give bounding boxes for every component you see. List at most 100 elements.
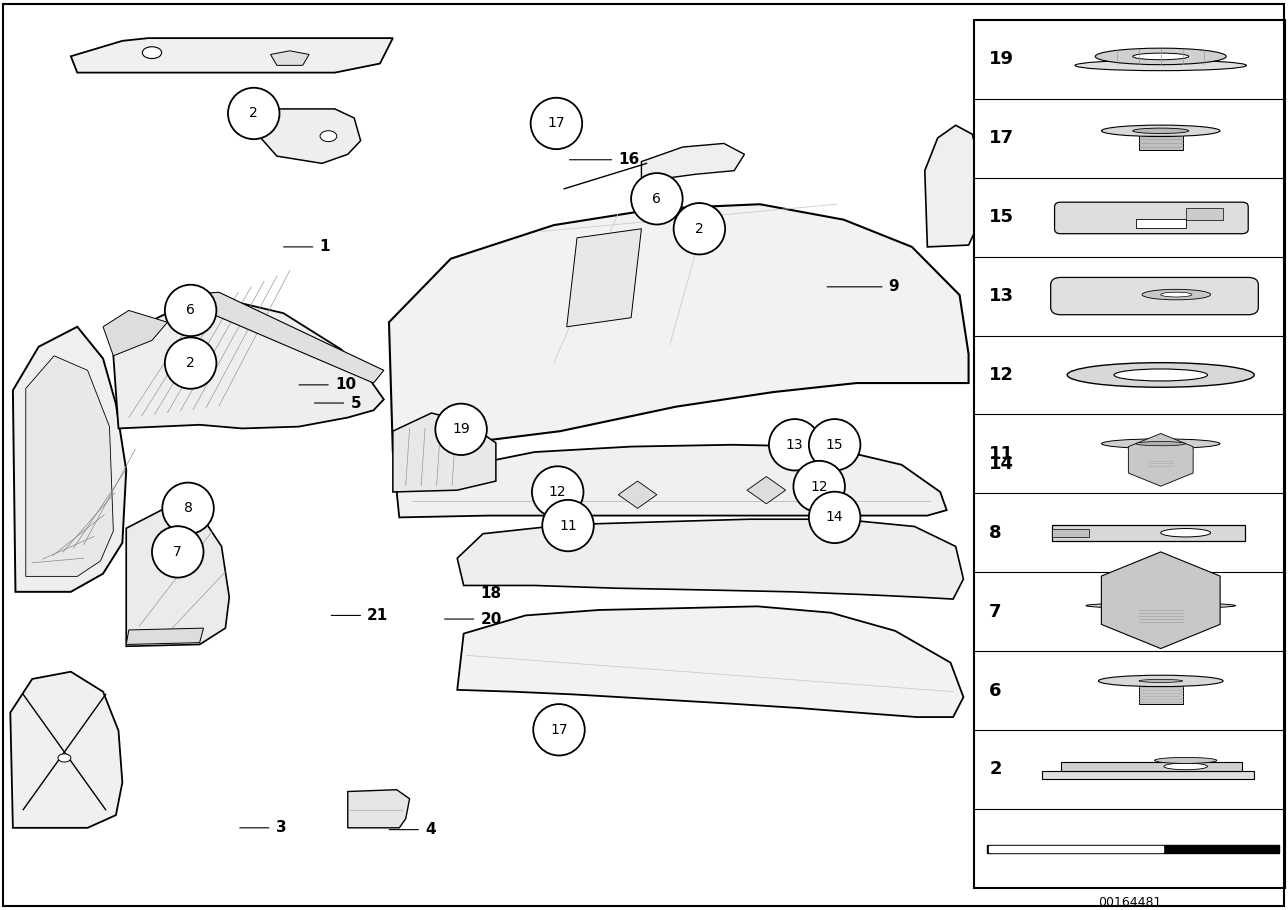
Polygon shape	[10, 672, 122, 828]
FancyBboxPatch shape	[1139, 681, 1182, 704]
Polygon shape	[13, 327, 126, 592]
FancyBboxPatch shape	[1051, 278, 1258, 315]
Ellipse shape	[1164, 763, 1207, 770]
Polygon shape	[126, 628, 204, 644]
Ellipse shape	[1136, 441, 1186, 446]
Text: 00164481: 00164481	[1097, 895, 1162, 909]
Text: 2: 2	[696, 222, 703, 236]
Text: 8: 8	[989, 524, 1002, 541]
Polygon shape	[103, 310, 167, 356]
Text: 16: 16	[618, 152, 639, 167]
Text: 13: 13	[989, 287, 1014, 305]
Ellipse shape	[542, 500, 594, 551]
FancyBboxPatch shape	[1051, 525, 1245, 541]
Ellipse shape	[1086, 603, 1235, 608]
Polygon shape	[457, 606, 963, 717]
Polygon shape	[641, 144, 744, 181]
FancyBboxPatch shape	[1139, 130, 1182, 149]
Ellipse shape	[1160, 529, 1211, 537]
Text: 17: 17	[547, 116, 565, 130]
Polygon shape	[987, 844, 1279, 853]
FancyBboxPatch shape	[1055, 202, 1248, 234]
Text: 2: 2	[187, 356, 194, 370]
Ellipse shape	[1114, 369, 1207, 381]
Ellipse shape	[162, 482, 214, 534]
Text: 10: 10	[335, 378, 355, 392]
Text: 3: 3	[276, 820, 286, 835]
Polygon shape	[258, 109, 361, 164]
Ellipse shape	[631, 173, 683, 225]
Text: 18: 18	[480, 586, 501, 602]
Ellipse shape	[809, 420, 860, 470]
Polygon shape	[618, 481, 657, 509]
Polygon shape	[26, 356, 113, 576]
Ellipse shape	[1132, 128, 1189, 134]
Text: 17: 17	[989, 129, 1014, 147]
Ellipse shape	[1095, 48, 1226, 65]
Ellipse shape	[1142, 289, 1211, 299]
Polygon shape	[567, 228, 641, 327]
Text: 11: 11	[559, 519, 577, 532]
Polygon shape	[270, 51, 309, 66]
Ellipse shape	[793, 460, 845, 512]
Text: 11: 11	[989, 445, 1014, 463]
Polygon shape	[348, 790, 410, 828]
Text: 6: 6	[653, 192, 661, 206]
Ellipse shape	[435, 404, 487, 455]
FancyBboxPatch shape	[1139, 606, 1182, 624]
Text: 6: 6	[989, 682, 1002, 700]
Polygon shape	[191, 292, 384, 383]
Polygon shape	[976, 173, 1007, 228]
Ellipse shape	[1160, 292, 1191, 297]
Text: 13: 13	[786, 438, 804, 451]
Ellipse shape	[152, 526, 204, 578]
Ellipse shape	[1101, 439, 1220, 449]
Text: 14: 14	[989, 455, 1014, 473]
Ellipse shape	[165, 285, 216, 336]
FancyBboxPatch shape	[1142, 443, 1180, 450]
FancyBboxPatch shape	[1051, 529, 1090, 537]
Polygon shape	[747, 477, 786, 504]
Ellipse shape	[58, 753, 71, 762]
Ellipse shape	[319, 131, 337, 142]
Polygon shape	[126, 509, 229, 646]
Ellipse shape	[1075, 60, 1247, 71]
Text: 4: 4	[425, 822, 435, 837]
Ellipse shape	[1154, 757, 1217, 763]
Polygon shape	[397, 445, 947, 518]
Text: 19: 19	[452, 422, 470, 436]
Text: 12: 12	[989, 366, 1014, 384]
Ellipse shape	[1132, 53, 1189, 60]
Ellipse shape	[769, 420, 820, 470]
Ellipse shape	[165, 338, 216, 389]
Ellipse shape	[674, 203, 725, 255]
Text: 19: 19	[989, 50, 1014, 68]
Text: 1: 1	[319, 239, 330, 255]
Text: 12: 12	[549, 485, 567, 499]
FancyBboxPatch shape	[1149, 460, 1173, 468]
Ellipse shape	[1101, 125, 1220, 136]
Polygon shape	[989, 845, 1163, 852]
Ellipse shape	[1099, 675, 1224, 687]
Text: 9: 9	[889, 279, 899, 294]
Ellipse shape	[142, 46, 162, 58]
Polygon shape	[457, 520, 963, 599]
Polygon shape	[389, 204, 969, 452]
Polygon shape	[113, 299, 384, 429]
Ellipse shape	[533, 704, 585, 755]
Text: 2: 2	[250, 106, 258, 120]
Text: 2: 2	[989, 761, 1002, 778]
Text: 21: 21	[367, 608, 388, 623]
Ellipse shape	[1139, 680, 1182, 682]
FancyBboxPatch shape	[1186, 207, 1224, 220]
Ellipse shape	[228, 87, 279, 139]
Text: 17: 17	[550, 723, 568, 737]
Text: 14: 14	[826, 511, 844, 524]
Ellipse shape	[809, 491, 860, 543]
Text: 20: 20	[480, 612, 502, 627]
Text: 6: 6	[187, 303, 194, 318]
Ellipse shape	[532, 466, 583, 518]
FancyBboxPatch shape	[1136, 219, 1186, 228]
FancyBboxPatch shape	[1061, 763, 1242, 771]
Polygon shape	[71, 38, 393, 73]
